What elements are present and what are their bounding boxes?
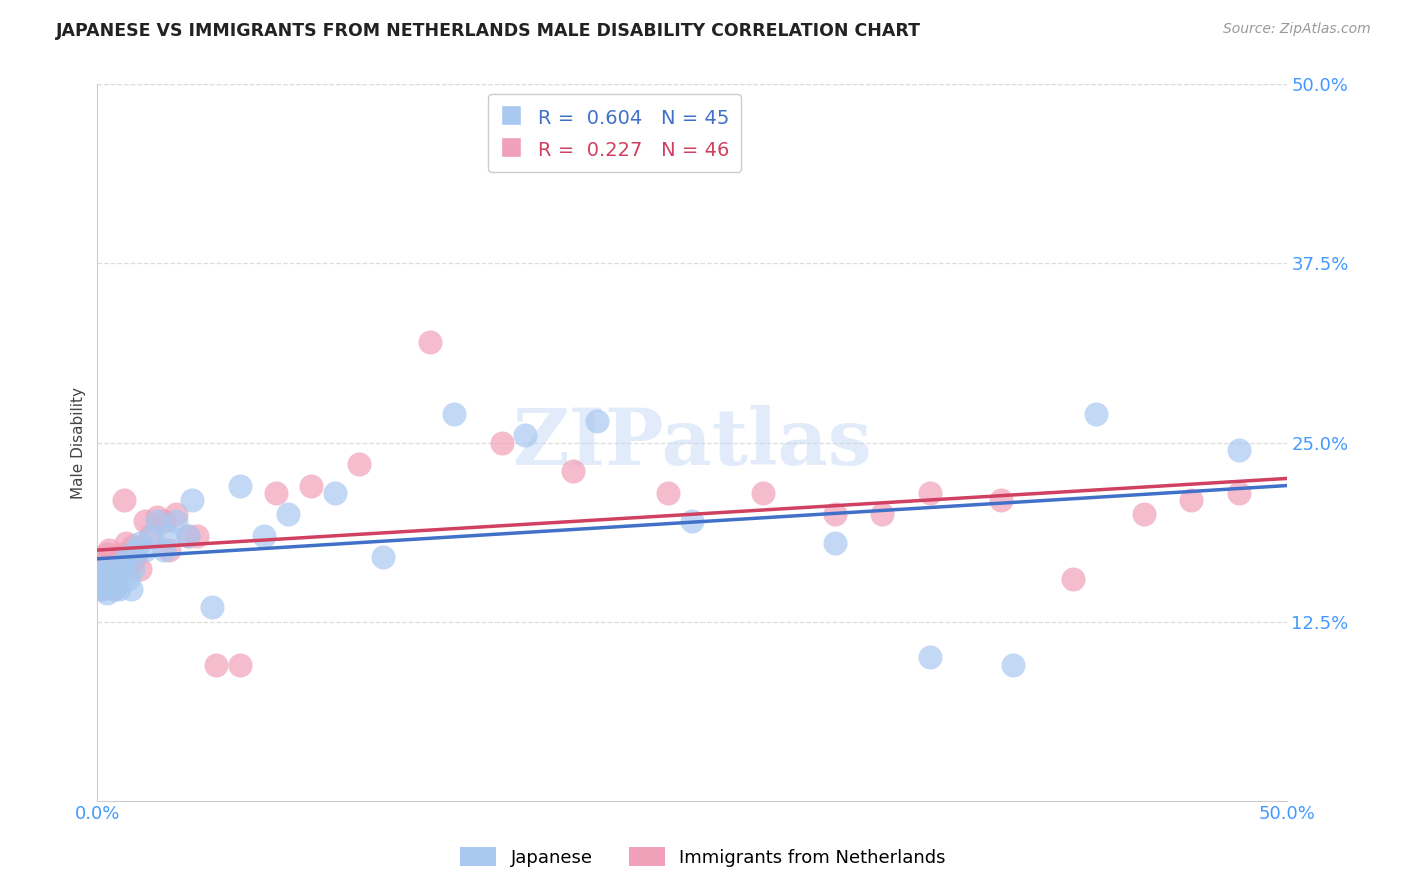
Point xyxy=(117,572,139,586)
Point xyxy=(515,428,537,442)
Point xyxy=(124,550,146,565)
Point xyxy=(146,514,169,528)
Point xyxy=(585,414,607,428)
Point xyxy=(824,536,846,550)
Point xyxy=(990,492,1012,507)
Point xyxy=(124,543,146,558)
Point xyxy=(1062,572,1084,586)
Point xyxy=(371,550,394,565)
Point xyxy=(93,565,115,579)
Point xyxy=(117,558,139,572)
Point xyxy=(91,582,114,596)
Point xyxy=(323,485,346,500)
Point xyxy=(105,558,128,572)
Point xyxy=(1227,485,1250,500)
Point xyxy=(918,485,941,500)
Point xyxy=(186,528,208,542)
Point xyxy=(200,600,222,615)
Point xyxy=(870,507,893,521)
Y-axis label: Male Disability: Male Disability xyxy=(72,386,86,499)
Legend: R =  0.604   N = 45, R =  0.227   N = 46: R = 0.604 N = 45, R = 0.227 N = 46 xyxy=(488,95,741,172)
Point xyxy=(105,579,128,593)
Point xyxy=(89,565,111,579)
Point xyxy=(134,543,156,558)
Point xyxy=(91,582,114,596)
Point xyxy=(98,561,121,575)
Point xyxy=(120,582,142,596)
Point xyxy=(165,514,187,528)
Point xyxy=(129,536,152,550)
Point xyxy=(347,457,370,471)
Point xyxy=(115,536,138,550)
Point xyxy=(93,572,115,586)
Point xyxy=(253,528,276,542)
Point xyxy=(299,478,322,492)
Point xyxy=(165,507,187,521)
Point xyxy=(181,492,204,507)
Point xyxy=(107,582,129,596)
Text: Source: ZipAtlas.com: Source: ZipAtlas.com xyxy=(1223,22,1371,37)
Point xyxy=(120,558,142,572)
Point xyxy=(752,485,775,500)
Point xyxy=(112,558,135,572)
Point xyxy=(122,561,145,575)
Point xyxy=(115,550,138,565)
Point xyxy=(153,543,176,558)
Point xyxy=(103,582,125,596)
Point xyxy=(562,464,585,478)
Point xyxy=(129,561,152,575)
Point xyxy=(89,572,111,586)
Point xyxy=(229,478,252,492)
Point xyxy=(264,485,287,500)
Point xyxy=(1180,492,1202,507)
Text: ZIPatlas: ZIPatlas xyxy=(512,405,872,481)
Point xyxy=(96,547,118,561)
Point xyxy=(100,572,122,586)
Point xyxy=(229,657,252,672)
Point xyxy=(157,543,180,558)
Point xyxy=(112,492,135,507)
Point xyxy=(918,650,941,665)
Point xyxy=(91,575,114,590)
Point xyxy=(134,514,156,528)
Point xyxy=(1002,657,1025,672)
Point xyxy=(96,586,118,600)
Point xyxy=(89,558,111,572)
Point xyxy=(177,528,200,542)
Text: JAPANESE VS IMMIGRANTS FROM NETHERLANDS MALE DISABILITY CORRELATION CHART: JAPANESE VS IMMIGRANTS FROM NETHERLANDS … xyxy=(56,22,921,40)
Point xyxy=(491,435,513,450)
Point xyxy=(681,514,703,528)
Point xyxy=(277,507,299,521)
Legend: Japanese, Immigrants from Netherlands: Japanese, Immigrants from Netherlands xyxy=(453,840,953,874)
Point xyxy=(157,528,180,542)
Point xyxy=(98,543,121,558)
Point xyxy=(110,547,132,561)
Point xyxy=(205,657,228,672)
Point xyxy=(93,561,115,575)
Point xyxy=(419,335,441,350)
Point xyxy=(153,514,176,528)
Point xyxy=(657,485,679,500)
Point xyxy=(177,528,200,542)
Point xyxy=(1133,507,1156,521)
Point xyxy=(122,539,145,553)
Point xyxy=(91,565,114,579)
Point xyxy=(443,407,465,421)
Point xyxy=(93,572,115,586)
Point xyxy=(100,572,122,586)
Point xyxy=(824,507,846,521)
Point xyxy=(138,528,160,542)
Point xyxy=(103,582,125,596)
Point xyxy=(141,528,163,542)
Point xyxy=(146,510,169,524)
Point xyxy=(96,579,118,593)
Point xyxy=(107,553,129,567)
Point xyxy=(1227,442,1250,457)
Point xyxy=(110,561,132,575)
Point xyxy=(89,572,111,586)
Point xyxy=(98,567,121,582)
Point xyxy=(1085,407,1108,421)
